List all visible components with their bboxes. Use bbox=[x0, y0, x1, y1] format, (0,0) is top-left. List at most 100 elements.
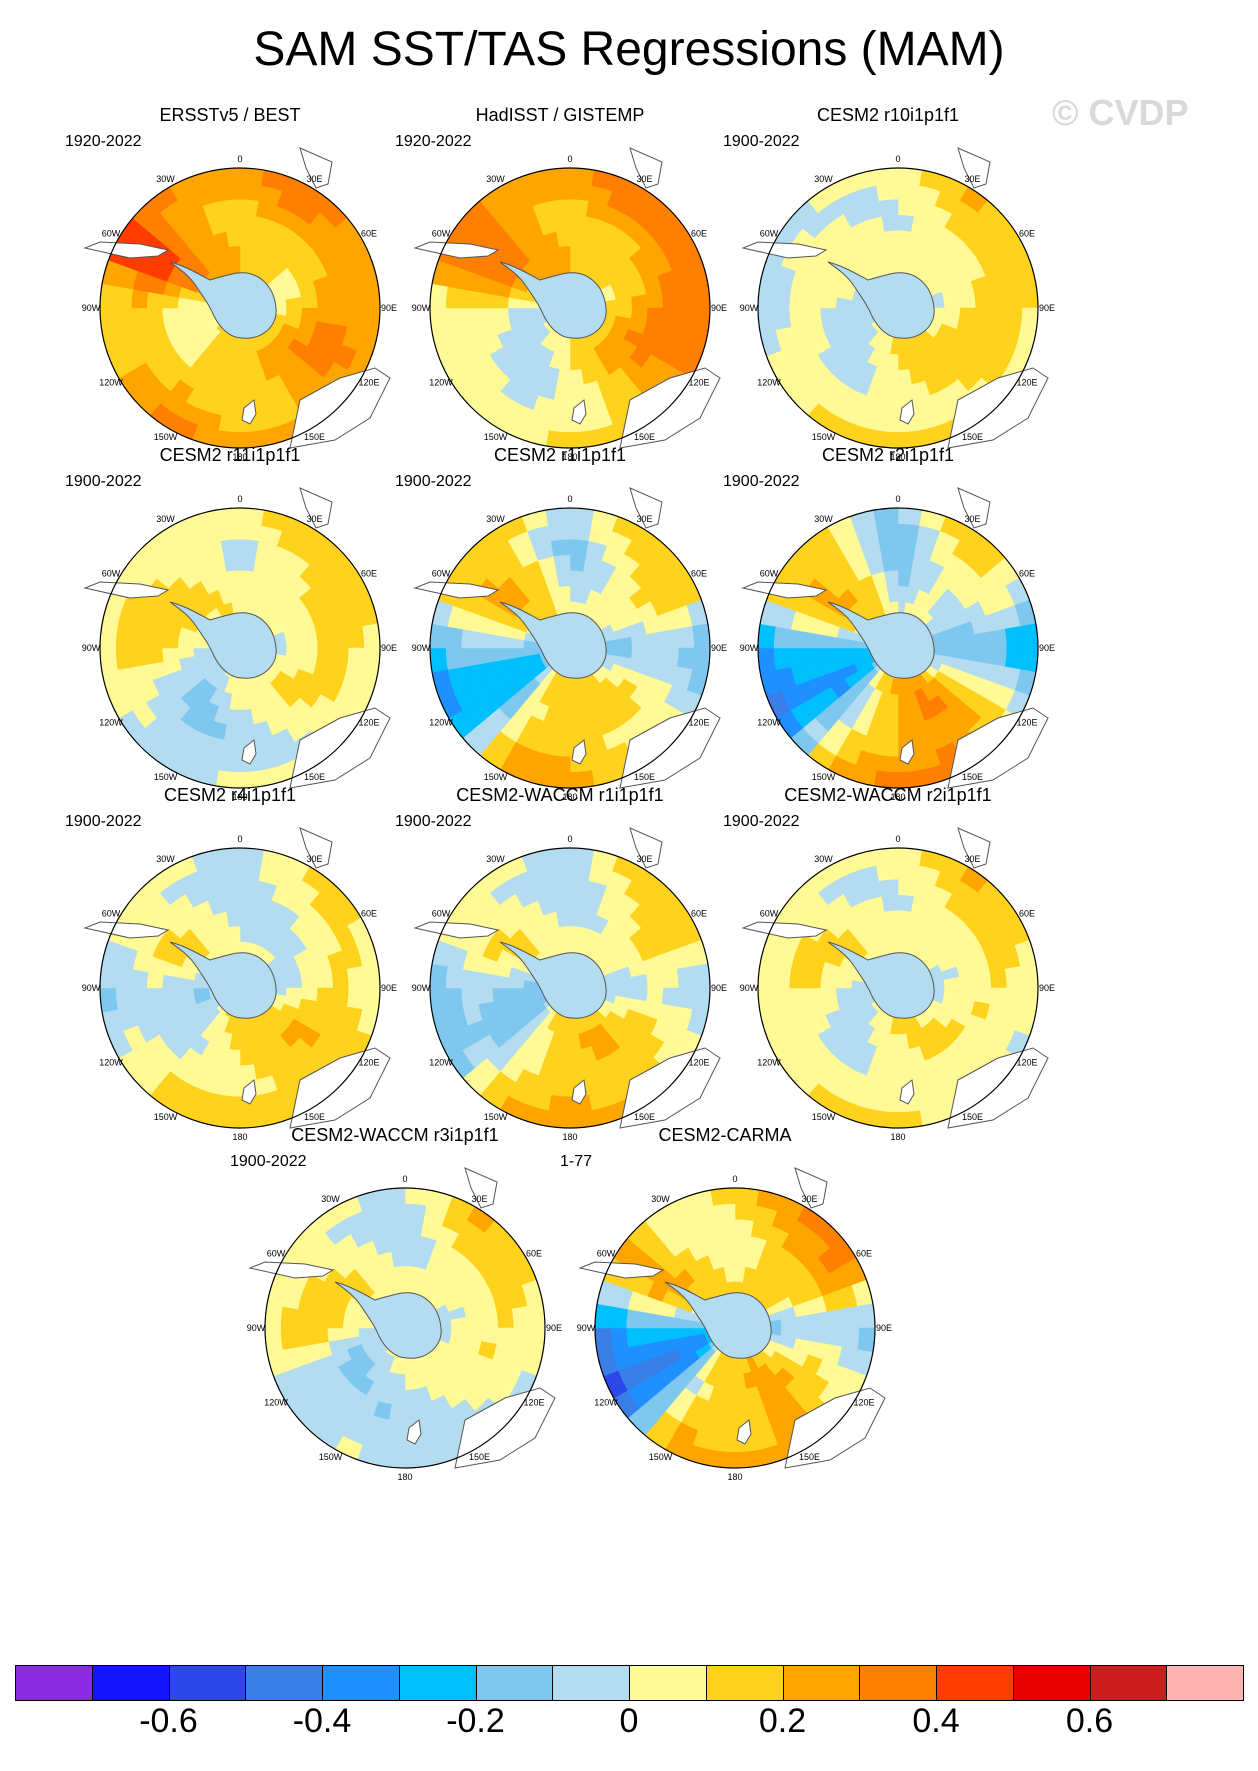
field-cell bbox=[569, 847, 595, 866]
field-cell bbox=[569, 724, 587, 742]
lon-label: 60E bbox=[1019, 909, 1035, 919]
lon-label: 60E bbox=[1019, 569, 1035, 579]
field-cell bbox=[661, 307, 680, 328]
map-panel: CESM2 r2i1p1f1 1900-2022 0 30E 60E 90E 120E 150… bbox=[723, 445, 1055, 825]
lon-label: 120E bbox=[359, 1058, 380, 1068]
field-cell bbox=[811, 1311, 829, 1329]
field-cell bbox=[1004, 966, 1023, 989]
lon-label: 180 bbox=[562, 452, 577, 462]
colorbar-tick-label: 0.4 bbox=[912, 1702, 960, 1740]
field-cell bbox=[511, 1306, 530, 1329]
lon-label: 150E bbox=[962, 432, 983, 442]
field-cell bbox=[331, 307, 350, 328]
field-cell bbox=[223, 554, 241, 572]
polar-map: 0 30E 60E 90E 120E 150E 180 150W 120W 90W 60W 30W bbox=[82, 147, 397, 462]
field-cell bbox=[569, 198, 590, 217]
lon-label: 120E bbox=[689, 718, 710, 728]
field-cell bbox=[346, 307, 365, 330]
panel-title: CESM2 r4i1p1f1 bbox=[163, 785, 297, 805]
field-cell bbox=[1020, 963, 1039, 989]
lon-label: 90E bbox=[381, 643, 397, 653]
lon-label: 60W bbox=[432, 909, 451, 919]
field-cell bbox=[876, 414, 899, 433]
lon-label: 30E bbox=[471, 1194, 487, 1204]
new-zealand-coastline bbox=[571, 1079, 587, 1105]
field-cell bbox=[884, 569, 899, 588]
lon-label: 150E bbox=[634, 1112, 655, 1122]
lon-label: 90W bbox=[82, 643, 101, 653]
map-outline bbox=[429, 847, 711, 1129]
field-cell bbox=[876, 754, 899, 773]
field-cell bbox=[548, 414, 571, 433]
field-cell bbox=[989, 968, 1008, 989]
lon-label: 90W bbox=[82, 303, 101, 313]
lon-label: 30W bbox=[321, 1194, 340, 1204]
field-cell bbox=[692, 987, 711, 1013]
field-cell bbox=[610, 1327, 629, 1350]
field-cell bbox=[630, 634, 649, 649]
field-cell bbox=[391, 1249, 406, 1268]
field-cell bbox=[569, 384, 587, 402]
field-cell bbox=[897, 863, 920, 882]
field-cell bbox=[1004, 647, 1023, 670]
field-cell bbox=[757, 623, 776, 649]
field-cell bbox=[641, 1327, 659, 1345]
lon-label: 60E bbox=[361, 569, 377, 579]
watermark: © CVDP bbox=[1052, 92, 1189, 133]
lon-label: 150E bbox=[634, 432, 655, 442]
antarctica-coastline bbox=[334, 1281, 442, 1359]
lon-label: 150W bbox=[812, 1112, 836, 1122]
field-cell bbox=[757, 987, 776, 1013]
map-outline bbox=[99, 847, 381, 1129]
polar-map: 0 30E 60E 90E 120E 150E 180 150W 120W 90W 60W 30W bbox=[412, 827, 727, 1142]
map-panel: CESM2 r11i1p1f1 1900-2022 0 30E 60E 90E 120E 15… bbox=[65, 445, 397, 825]
field-cell bbox=[380, 1187, 406, 1206]
field-cell bbox=[897, 167, 923, 186]
lon-label: 150E bbox=[304, 772, 325, 782]
map-outline bbox=[99, 507, 381, 789]
field-cell bbox=[146, 647, 164, 665]
map-panel: CESM2-WACCM r1i1p1f1 1900-2022 0 30E 60E 90E 1… bbox=[395, 785, 727, 1165]
field-cell bbox=[553, 214, 571, 232]
field-cell bbox=[239, 167, 265, 186]
lon-label: 150E bbox=[634, 772, 655, 782]
lon-label: 90W bbox=[82, 983, 101, 993]
field-cell bbox=[804, 987, 822, 1005]
field-cell bbox=[130, 628, 149, 649]
colorbar-box bbox=[475, 1665, 554, 1701]
field-cell bbox=[897, 1064, 915, 1082]
field-cell bbox=[713, 1434, 736, 1453]
lon-label: 0 bbox=[402, 1174, 407, 1184]
lon-label: 30W bbox=[814, 854, 833, 864]
africa-coastline bbox=[464, 1167, 498, 1209]
antarctica-coastline bbox=[169, 261, 277, 339]
field-cell bbox=[491, 307, 510, 322]
lon-label: 120W bbox=[429, 718, 453, 728]
lon-label: 0 bbox=[567, 494, 572, 504]
colorbar bbox=[15, 1665, 1244, 1701]
field-cell bbox=[826, 1308, 845, 1329]
field-cell bbox=[757, 283, 776, 309]
australia-coastline bbox=[619, 707, 721, 789]
polar-map: 0 30E 60E 90E 120E 150E 180 150W 120W 90W 60W 30W bbox=[740, 827, 1055, 1142]
field-cell bbox=[625, 1327, 644, 1348]
australia-coastline bbox=[619, 367, 721, 449]
field-cell bbox=[569, 1048, 584, 1067]
field-cell bbox=[958, 634, 977, 649]
colorbar-box bbox=[322, 1665, 400, 1701]
colorbar-box bbox=[782, 1665, 861, 1701]
field-cell bbox=[656, 1327, 675, 1342]
lon-label: 150W bbox=[154, 1112, 178, 1122]
field-cell bbox=[646, 291, 664, 309]
new-zealand-coastline bbox=[899, 399, 915, 425]
field-cell bbox=[239, 724, 257, 742]
field-cell bbox=[346, 966, 365, 989]
colorbar-tick-label: 0.2 bbox=[758, 1702, 807, 1740]
panel-title: HadISST / GISTEMP bbox=[475, 105, 645, 125]
lon-label: 0 bbox=[237, 494, 242, 504]
colorbar-box bbox=[168, 1665, 247, 1701]
field-cell bbox=[429, 623, 448, 649]
field-cell bbox=[223, 214, 241, 232]
map-panel: CESM2 r1i1p1f1 1900-2022 0 30E 60E 90E 120E 150… bbox=[395, 445, 727, 825]
lon-label: 120W bbox=[757, 1058, 781, 1068]
